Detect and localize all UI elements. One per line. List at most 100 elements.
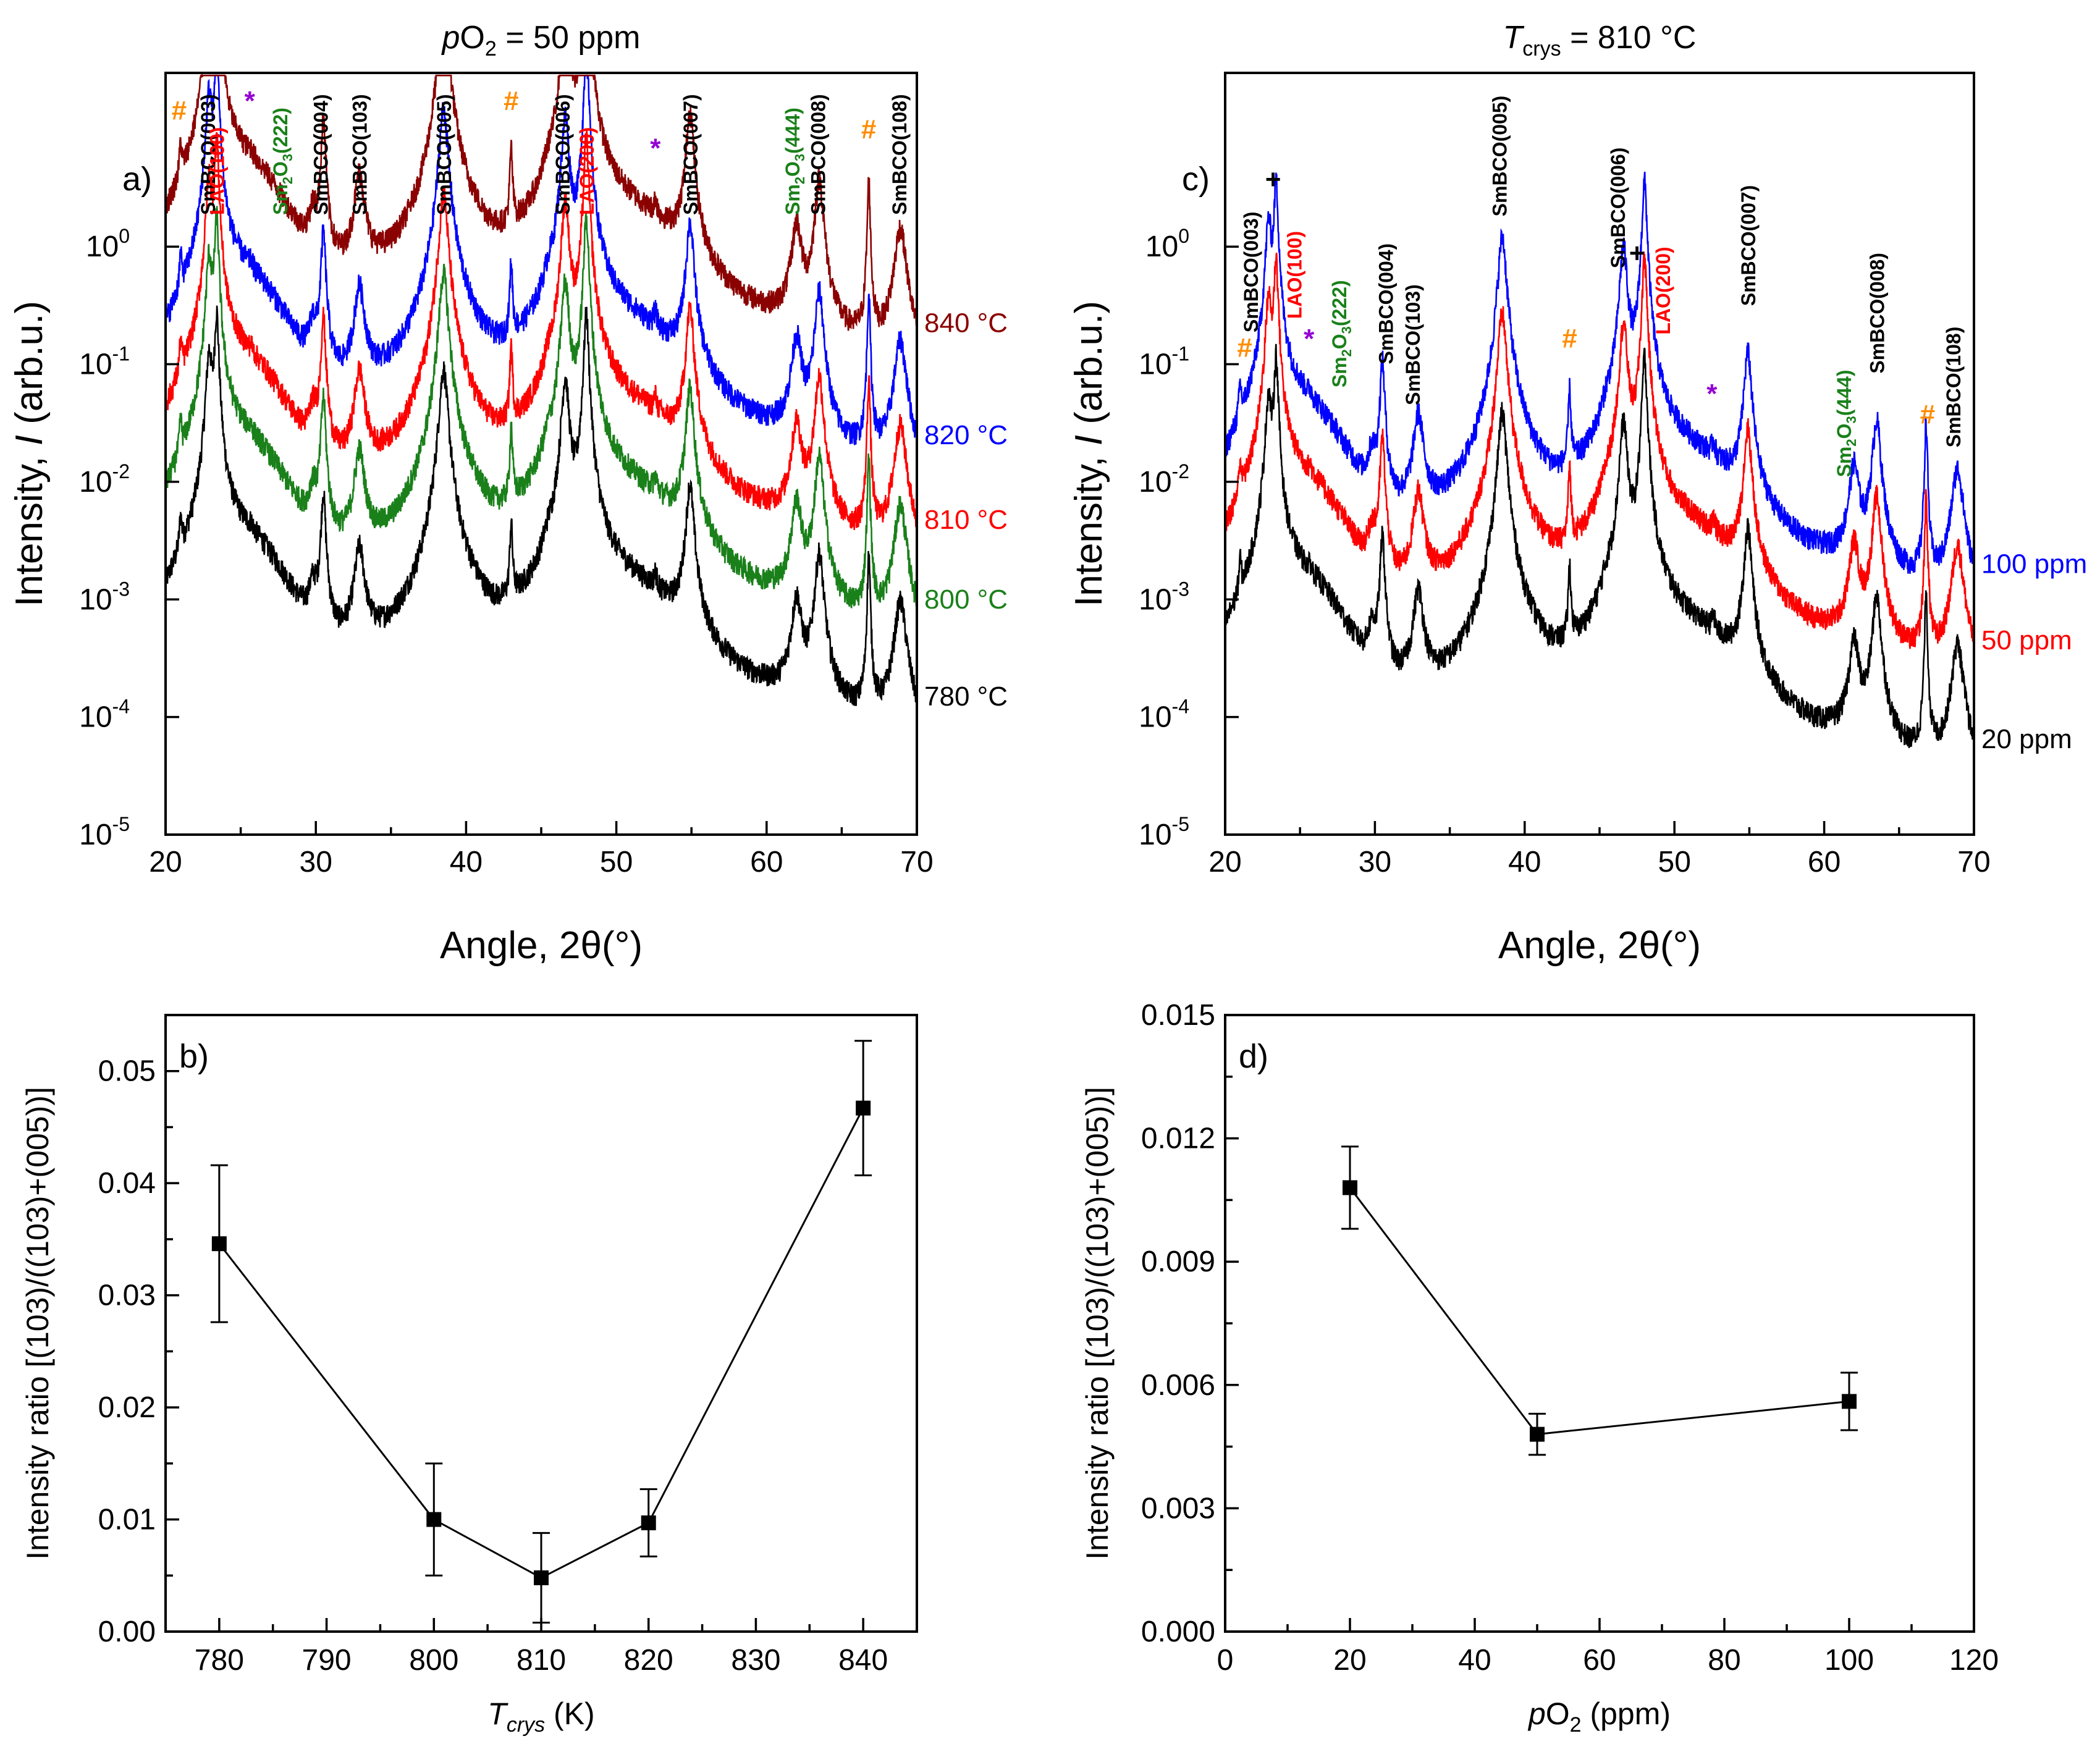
y-tick-label: 10-5 bbox=[79, 813, 130, 851]
y-tick-label: 100 bbox=[1145, 225, 1189, 263]
text-part: O bbox=[460, 20, 484, 56]
data-point-2 bbox=[1842, 1394, 1857, 1409]
text-part: -1 bbox=[112, 343, 130, 365]
panel-letter: a) bbox=[122, 161, 152, 198]
text-part: (arb.u.) bbox=[8, 301, 51, 435]
plot-frame bbox=[1224, 1014, 1975, 1633]
peak-label-5: SmBCO(005) bbox=[433, 94, 455, 215]
series-label-3: 820 °C bbox=[924, 420, 1008, 450]
plot-frame bbox=[1224, 72, 1975, 836]
data-point-1 bbox=[1530, 1426, 1545, 1442]
panel-letter: d) bbox=[1239, 1038, 1268, 1075]
y-tick-label: 0.012 bbox=[1141, 1123, 1215, 1155]
x-tick-label: 30 bbox=[300, 846, 332, 878]
y-tick-label: 10-2 bbox=[1139, 460, 1189, 499]
y-tick-label: 10-1 bbox=[79, 343, 130, 381]
y-tick-label: 0.006 bbox=[1141, 1369, 1215, 1402]
x-tick-label: 40 bbox=[450, 846, 483, 878]
text-part: SmBCO(004) bbox=[1375, 243, 1397, 364]
text-part: (K) bbox=[545, 1696, 595, 1731]
y-tick-label: 10-3 bbox=[1139, 578, 1189, 616]
text-part: O bbox=[1328, 334, 1351, 349]
text-part: Sm bbox=[1833, 447, 1855, 478]
series-line-780C bbox=[164, 305, 918, 706]
data-point-4 bbox=[856, 1100, 871, 1116]
y-tick-label: 0.00 bbox=[98, 1616, 156, 1648]
text-part: SmBCO(006) bbox=[552, 94, 574, 215]
y-tick-label: 0.003 bbox=[1141, 1492, 1215, 1525]
text-part: 10 bbox=[1139, 348, 1171, 381]
data-point-2 bbox=[534, 1570, 549, 1585]
x-tick-label: 820 bbox=[624, 1644, 673, 1677]
text-part: -3 bbox=[112, 578, 130, 600]
text-part: 2 bbox=[1339, 349, 1354, 356]
text-part: SmBCO(005) bbox=[433, 94, 455, 215]
marker-0: # bbox=[172, 95, 187, 125]
marker-4: + bbox=[1629, 238, 1645, 269]
text-part: Sm bbox=[1328, 356, 1351, 387]
text-part: 0 bbox=[119, 225, 130, 247]
peak-label-6: SmBCO(006) bbox=[1607, 148, 1629, 269]
panel-letter: b) bbox=[179, 1038, 209, 1075]
text-part: SmBCO(004) bbox=[310, 94, 332, 215]
peak-label-0: SmBCO(003) bbox=[1240, 212, 1262, 333]
y-tick-label: 10-3 bbox=[79, 578, 130, 616]
text-part: (222) bbox=[269, 107, 292, 154]
y-tick-label: 100 bbox=[86, 225, 130, 263]
text-part: (444) bbox=[1833, 370, 1855, 416]
peak-label-1: LAO(100) bbox=[1284, 231, 1306, 319]
y-tick-label: 0.05 bbox=[98, 1055, 156, 1088]
text-part: SmBCO(006) bbox=[1607, 148, 1629, 269]
panel-letter: c) bbox=[1182, 161, 1210, 198]
text-part: LAO(100) bbox=[1284, 231, 1306, 319]
text-part: SmBCO(008) bbox=[807, 94, 829, 215]
panel-title: pO2 = 50 ppm bbox=[441, 20, 640, 61]
series-line-810C bbox=[164, 129, 918, 531]
series-label-1: 800 °C bbox=[924, 584, 1008, 615]
text-part: p bbox=[1527, 1696, 1546, 1731]
text-part: 10 bbox=[1139, 819, 1171, 851]
text-part: SmBCO(007) bbox=[1737, 185, 1760, 306]
series-line-20ppm bbox=[1224, 343, 1975, 748]
text-part: SmBCO(007) bbox=[680, 94, 702, 215]
text-part: crys bbox=[1522, 37, 1561, 61]
y-tick-label: 0.015 bbox=[1141, 999, 1215, 1032]
text-part: crys bbox=[507, 1713, 545, 1737]
x-tick-label: 790 bbox=[302, 1644, 352, 1677]
y-tick-label: 0.02 bbox=[98, 1391, 156, 1424]
text-part: 10 bbox=[79, 583, 112, 616]
text-part: SmBCO(008) bbox=[1866, 253, 1888, 374]
text-part: LAO(200) bbox=[1652, 246, 1674, 334]
text-part: 2 bbox=[485, 37, 497, 61]
peak-label-4: SmBCO(103) bbox=[349, 94, 371, 215]
peak-label-1: LAO(100) bbox=[206, 127, 229, 215]
text-part: 3 bbox=[1339, 326, 1354, 334]
text-part: 10 bbox=[1139, 701, 1171, 734]
marker-2: # bbox=[504, 86, 518, 116]
peak-label-7: LAO(200) bbox=[1652, 246, 1674, 334]
peak-label-11: SmBCO(108) bbox=[888, 94, 911, 215]
x-tick-label: 100 bbox=[1824, 1644, 1874, 1677]
text-part: T bbox=[487, 1696, 508, 1731]
text-part: O bbox=[1546, 1696, 1570, 1731]
text-part: SmBCO(103) bbox=[349, 94, 371, 215]
y-tick-label: 0.04 bbox=[98, 1167, 156, 1200]
x-tick-label: 50 bbox=[1658, 846, 1691, 878]
peak-label-8: SmBCO(007) bbox=[680, 94, 702, 215]
text-part: -2 bbox=[1172, 460, 1189, 482]
series-line-820C bbox=[164, 74, 918, 445]
y-tick-label: 10-5 bbox=[1139, 813, 1189, 851]
text-part: 10 bbox=[1145, 230, 1178, 263]
text-part: 10 bbox=[1139, 583, 1171, 616]
peak-label-9: Sm2O3(444) bbox=[1833, 370, 1859, 478]
y-tick-label: 10-4 bbox=[79, 696, 130, 734]
marker-3: # bbox=[1562, 323, 1577, 353]
marker-2: * bbox=[1304, 324, 1315, 354]
x-tick-label: 0 bbox=[1217, 1644, 1234, 1677]
x-tick-label: 70 bbox=[900, 846, 933, 878]
text-part: 10 bbox=[86, 230, 119, 263]
text-part: -5 bbox=[1172, 813, 1189, 835]
text-part: -5 bbox=[112, 813, 130, 835]
